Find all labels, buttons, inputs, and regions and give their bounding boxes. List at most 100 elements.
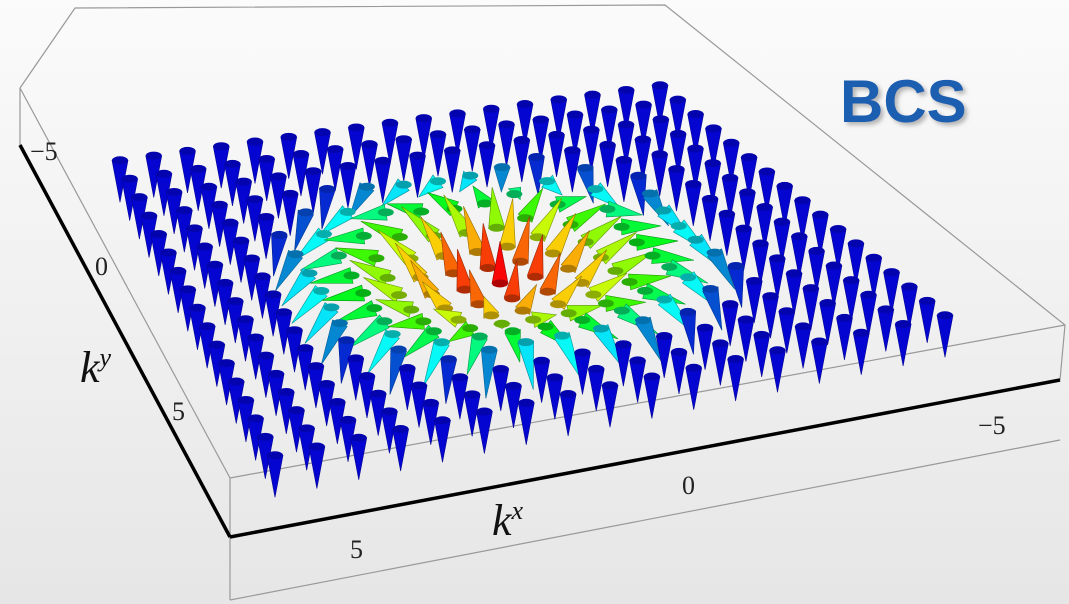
cone-base: [227, 297, 243, 305]
cone-base: [492, 279, 508, 287]
cone-base: [533, 115, 549, 123]
cone-base: [233, 237, 249, 245]
cone-base: [601, 106, 617, 114]
cone-base: [723, 139, 739, 147]
cone-base: [238, 396, 254, 404]
cone-base: [599, 205, 615, 213]
cone-base: [385, 330, 401, 338]
cone-base: [644, 373, 660, 381]
y-tick-label: 0: [95, 252, 108, 281]
cone-base: [588, 365, 604, 373]
cone-base: [670, 96, 686, 104]
cone-base: [560, 390, 576, 398]
cone-base: [554, 332, 570, 340]
cone-base: [396, 135, 412, 143]
cone-base: [217, 279, 233, 287]
cone-base: [705, 159, 721, 167]
cone-base: [574, 316, 590, 324]
cone-base: [538, 323, 554, 331]
cone-base: [705, 124, 721, 132]
cone-base: [396, 181, 412, 189]
cone-base: [112, 156, 128, 164]
cone-base: [728, 355, 744, 363]
cone-base: [276, 308, 292, 316]
cone-base: [652, 150, 668, 158]
cone-base: [560, 265, 576, 273]
cone-base: [415, 317, 431, 325]
cone-base: [670, 130, 686, 138]
cone-base: [655, 207, 671, 215]
cone-base: [187, 224, 203, 232]
cone-base: [281, 133, 297, 141]
cone-base: [504, 294, 520, 302]
cone-base: [176, 206, 192, 214]
y-tick-label: 5: [172, 397, 185, 426]
cone-base: [630, 356, 646, 364]
cone-base: [201, 183, 217, 191]
cone-base: [301, 269, 317, 277]
cone-base: [271, 231, 287, 239]
cone-base: [656, 332, 672, 340]
cone-base: [393, 425, 409, 433]
cone-base: [653, 115, 669, 123]
cone-base: [795, 322, 811, 330]
cone-base: [518, 338, 534, 346]
cone-base: [635, 316, 651, 324]
cone-base: [836, 314, 852, 322]
cone-base: [340, 416, 356, 424]
cone-base: [561, 309, 577, 317]
cone-base: [770, 346, 786, 354]
cone-base: [248, 333, 264, 341]
cone-base: [282, 190, 298, 198]
cone-base: [830, 225, 846, 233]
x-axis-label-sup: x: [511, 496, 524, 525]
y-tick-label: −5: [30, 137, 58, 166]
cone-base: [480, 264, 496, 272]
cone-base: [247, 138, 263, 146]
cone-base: [652, 81, 668, 89]
plot: −5 0 5 ky 5 0 −5 kx BCS: [0, 0, 1069, 604]
cone-base: [707, 249, 723, 257]
cone-base: [493, 365, 509, 373]
cone-base: [746, 277, 762, 285]
cone-base: [812, 211, 828, 219]
cone-base: [598, 299, 614, 307]
cone-base: [712, 339, 728, 347]
cone-base: [919, 297, 935, 305]
cone-base: [375, 157, 391, 165]
cone-base: [462, 324, 478, 332]
cone-base: [517, 214, 533, 222]
cone-base: [853, 329, 869, 337]
cone-base: [759, 168, 775, 176]
cone-base: [738, 316, 754, 324]
cone-base: [779, 307, 795, 315]
cone-base: [224, 160, 240, 168]
cone-base: [403, 306, 419, 314]
cone-base: [236, 178, 252, 186]
cone-base: [575, 348, 591, 356]
cone-base: [368, 254, 384, 262]
cone-base: [258, 213, 274, 221]
cone-base: [331, 252, 347, 260]
cone-base: [685, 180, 701, 188]
cone-base: [451, 316, 467, 324]
cone-base: [378, 208, 394, 216]
cone-base: [122, 175, 138, 183]
cone-base: [259, 155, 275, 163]
cone-base: [534, 357, 550, 365]
cone-base: [577, 164, 593, 172]
cone-base: [629, 238, 645, 246]
cone-base: [430, 177, 446, 185]
cone-base: [411, 381, 427, 389]
cone-base: [348, 354, 364, 362]
cone-base: [514, 136, 530, 144]
cone-base: [464, 390, 480, 398]
cone-base: [382, 119, 398, 127]
cone-base: [370, 390, 386, 398]
cone-base: [270, 172, 286, 180]
cone-base: [686, 364, 702, 372]
cone-base: [702, 195, 718, 203]
cone-base: [587, 185, 603, 193]
cone-base: [426, 327, 442, 335]
cone-base: [515, 307, 531, 315]
